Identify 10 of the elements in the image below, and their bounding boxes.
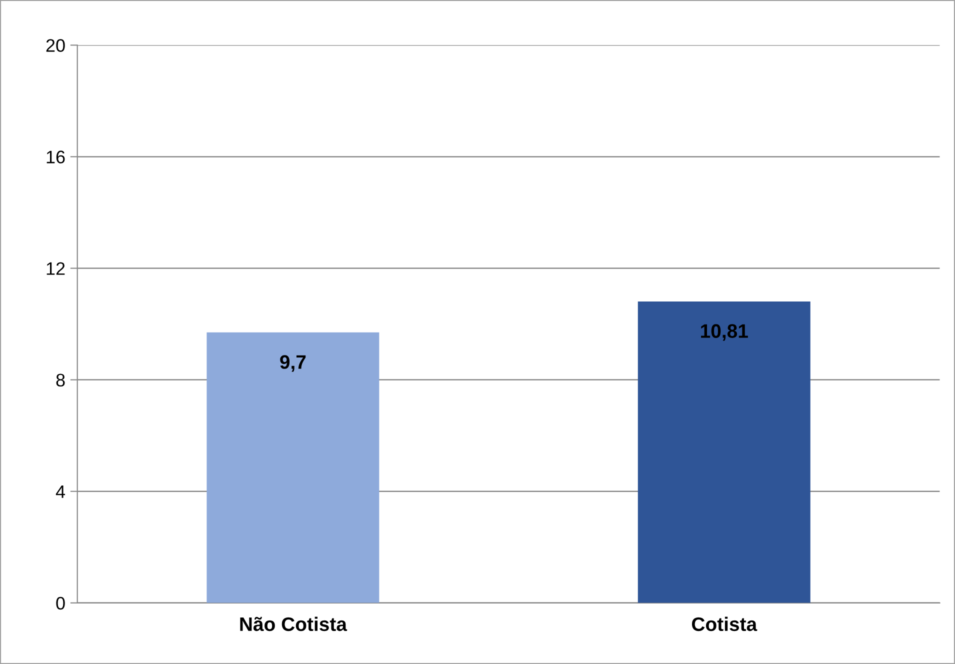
data-label: 9,7 bbox=[280, 355, 306, 372]
data-label: 10,81 bbox=[701, 324, 748, 341]
x-tick-label: Não Cotista bbox=[240, 616, 348, 632]
y-tick-label: 0 bbox=[56, 596, 65, 610]
y-tick-label: 20 bbox=[46, 39, 65, 52]
x-tick-label: Cotista bbox=[692, 616, 758, 632]
y-tick-label: 12 bbox=[46, 262, 65, 275]
y-tick-label: 16 bbox=[46, 150, 65, 164]
y-tick-label: 8 bbox=[56, 374, 65, 387]
y-tick-label: 4 bbox=[56, 485, 66, 498]
